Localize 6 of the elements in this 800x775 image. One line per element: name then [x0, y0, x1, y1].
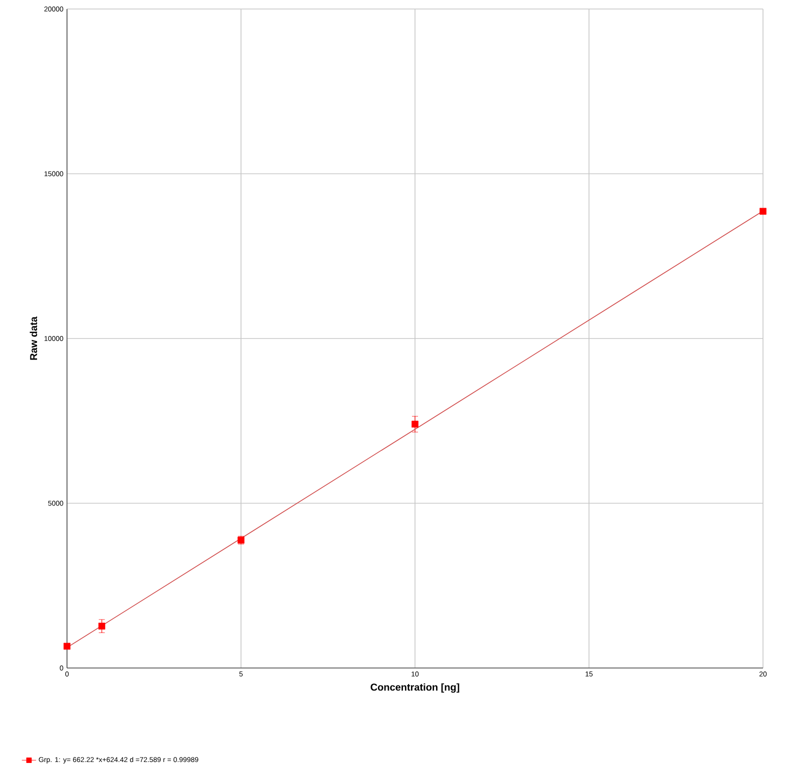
y-axis-title: Raw data	[30, 316, 38, 360]
point	[412, 420, 418, 428]
point	[760, 208, 766, 215]
point	[98, 622, 106, 630]
point	[64, 642, 70, 650]
x-axis-title: Concentration [ng]	[370, 683, 460, 693]
